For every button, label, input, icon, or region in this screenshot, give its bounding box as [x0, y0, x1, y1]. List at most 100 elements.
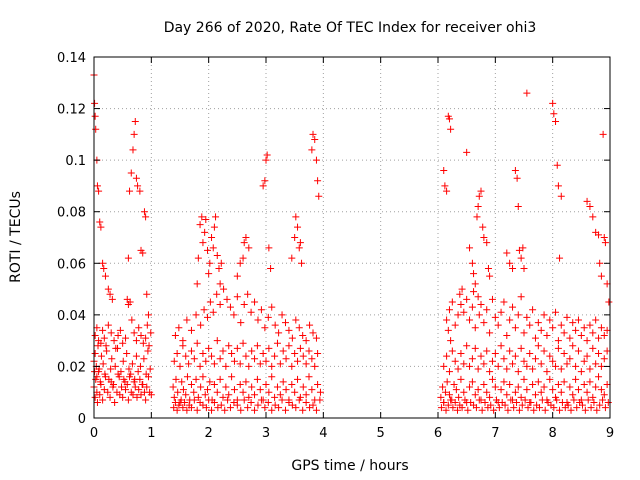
data-point [308, 355, 316, 363]
data-point [441, 182, 449, 190]
data-point [466, 316, 474, 324]
data-point [91, 112, 99, 120]
data-point [128, 316, 136, 324]
data-point [240, 396, 248, 404]
data-point [600, 355, 608, 363]
data-point [174, 388, 182, 396]
data-point [501, 401, 509, 409]
data-point [511, 324, 519, 332]
data-point [520, 329, 528, 337]
data-point [456, 290, 464, 298]
data-point [474, 203, 482, 211]
data-point [560, 378, 568, 386]
data-point [200, 306, 208, 314]
data-point [268, 362, 276, 370]
data-point [553, 396, 561, 404]
data-point [537, 388, 545, 396]
data-point [257, 396, 265, 404]
data-point [587, 404, 595, 412]
data-point [175, 401, 183, 409]
data-point [308, 386, 316, 394]
data-point [204, 313, 212, 321]
data-point [205, 270, 213, 278]
data-point [529, 380, 537, 388]
data-point [560, 350, 568, 358]
data-point [311, 362, 319, 370]
data-point [208, 406, 216, 414]
data-point [217, 401, 225, 409]
data-point [315, 192, 323, 200]
data-point [219, 347, 227, 355]
y-tick-label: 0.06 [57, 257, 86, 272]
data-point [264, 313, 272, 321]
data-point [537, 326, 545, 334]
data-point [222, 383, 230, 391]
data-point [256, 360, 264, 368]
data-point [468, 378, 476, 386]
data-point [225, 391, 233, 399]
data-point [443, 378, 451, 386]
data-point [540, 383, 548, 391]
data-point [546, 375, 554, 383]
y-tick-label: 0.12 [57, 103, 86, 118]
data-point [569, 342, 577, 350]
data-point [294, 223, 302, 231]
data-point [93, 324, 101, 332]
data-point [306, 321, 314, 329]
data-point [589, 329, 597, 337]
data-point [288, 254, 296, 262]
data-point [477, 352, 485, 360]
data-point [569, 319, 577, 327]
data-point [96, 218, 104, 226]
data-point [213, 252, 221, 260]
data-point [597, 324, 605, 332]
data-point [600, 234, 608, 241]
data-point [586, 321, 594, 329]
data-point [288, 362, 296, 370]
data-point [583, 197, 591, 205]
data-point [215, 264, 223, 272]
data-point [494, 321, 502, 329]
data-point [296, 239, 304, 247]
data-point [97, 339, 105, 347]
data-point [471, 324, 479, 332]
data-point [172, 375, 180, 383]
data-point [122, 386, 130, 394]
x-tick-label: 3 [262, 426, 270, 441]
data-point [240, 239, 248, 247]
data-point [566, 383, 574, 391]
data-point [468, 303, 476, 311]
data-point [569, 391, 577, 399]
data-point [285, 342, 293, 350]
data-point [302, 399, 310, 407]
data-point [540, 311, 548, 319]
data-point [316, 396, 324, 404]
data-point [445, 115, 453, 123]
data-point [550, 110, 558, 118]
data-point [223, 295, 231, 303]
data-point [549, 324, 557, 332]
data-point [93, 373, 101, 381]
data-point [311, 136, 319, 144]
data-point [603, 347, 611, 355]
data-point [523, 89, 531, 97]
data-point [509, 360, 517, 368]
data-point [108, 295, 116, 303]
data-point [292, 316, 300, 324]
data-point [517, 393, 525, 401]
data-point [488, 375, 496, 383]
data-point [233, 344, 241, 352]
data-point [531, 355, 539, 363]
data-point [515, 406, 523, 414]
data-point [483, 388, 491, 396]
x-tick-label: 9 [606, 426, 614, 441]
data-point [179, 404, 187, 412]
data-point [298, 259, 306, 267]
x-axis-ticks: 0 1 2 3 4 5 6 7 8 9 [90, 57, 614, 441]
data-point [500, 378, 508, 386]
data-point [520, 375, 528, 383]
data-point [100, 334, 108, 342]
data-point [437, 404, 445, 412]
data-point [129, 391, 137, 399]
data-point [509, 303, 517, 311]
